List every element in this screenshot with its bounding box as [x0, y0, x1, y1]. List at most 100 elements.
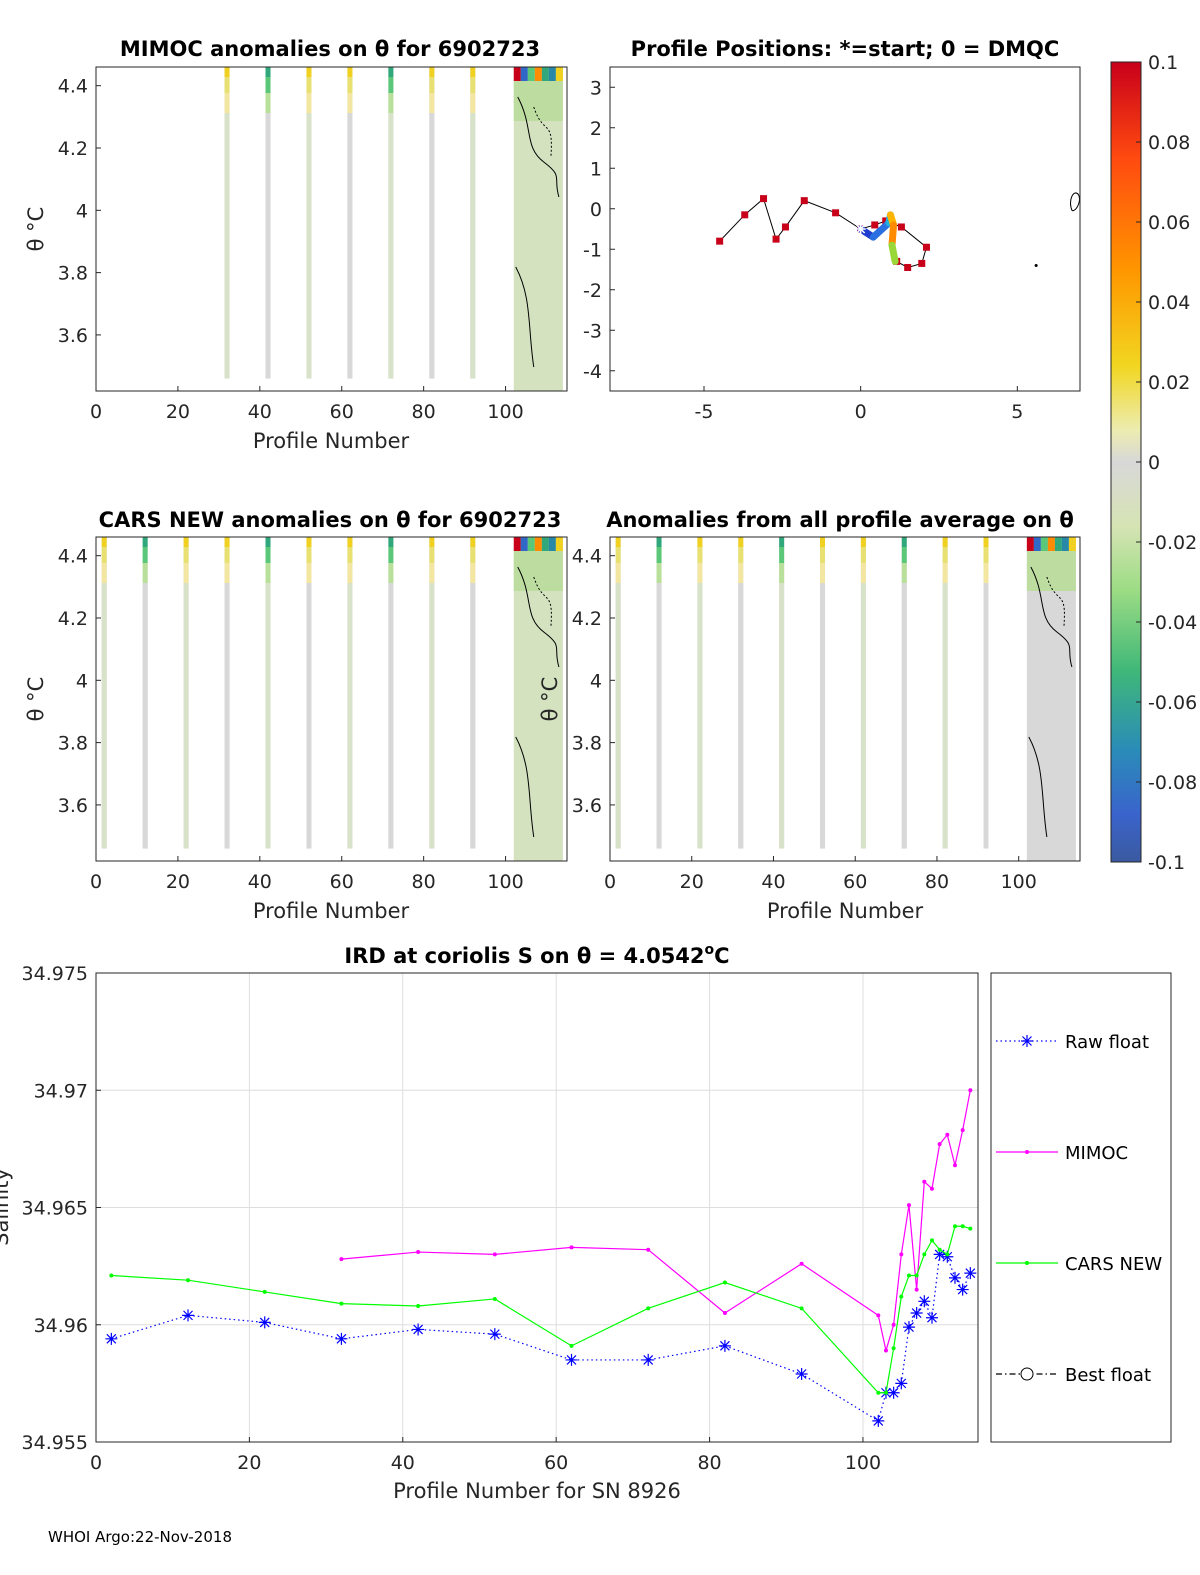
- panel-positions-axes: [609, 66, 1081, 392]
- profile-column-top: [224, 67, 230, 77]
- avg-x-tick-label: 0: [604, 871, 616, 893]
- profile-position-marker: [922, 243, 930, 251]
- raw-float-point: [412, 1323, 425, 1336]
- profile-column-cap: [224, 547, 230, 563]
- profile-column-body: [347, 113, 353, 379]
- raw-float-point: [964, 1267, 977, 1280]
- mimoc-y-tick-label: 3.8: [58, 263, 88, 285]
- ird-grid: [95, 972, 978, 1443]
- raw-float-point: [887, 1386, 900, 1399]
- raw-float-point: [795, 1367, 808, 1380]
- colorbar-tick-label: 0.06: [1148, 212, 1190, 234]
- profile-column-cap: [429, 77, 435, 93]
- panel-average-xlabel: Profile Number: [767, 899, 924, 923]
- cars-new-point: [899, 1294, 904, 1299]
- profile-column-body: [470, 113, 476, 379]
- profile-position-marker: [832, 209, 840, 217]
- raw-float-point: [105, 1332, 118, 1345]
- raw-float-point: [941, 1250, 954, 1263]
- dense-region-top-cell: [527, 537, 535, 551]
- panel-mimoc-axes: [95, 66, 568, 392]
- profile-column-cap: [656, 547, 662, 563]
- ird-x-tick-label: 100: [845, 1452, 881, 1474]
- raw-float-point: [933, 1248, 946, 1261]
- profile-column-cap: [942, 563, 948, 583]
- avg-y-tick-label: 3.6: [572, 795, 602, 817]
- raw-float-point: [918, 1295, 931, 1308]
- profile-column-cap: [942, 547, 948, 563]
- cars-new-point: [262, 1289, 267, 1294]
- legend-label: MIMOC: [1065, 1143, 1128, 1164]
- profile-column-cap: [388, 547, 394, 563]
- dense-region-top-cell: [1033, 537, 1041, 551]
- mimoc-point: [339, 1257, 344, 1262]
- panel-average-title: Anomalies from all profile average on θ: [606, 508, 1074, 532]
- contour-line-dotted: [533, 576, 552, 628]
- mimoc-point: [646, 1247, 651, 1252]
- profile-column-cap: [101, 547, 107, 563]
- series-line-mimoc: [341, 1090, 971, 1351]
- cars-y-tick-label: 4: [76, 670, 88, 692]
- colorbar: 0.1 0.08 0.06 0.04 0.02 0 -0.02 -0.04 -0.06 -0.08…: [1110, 52, 1197, 874]
- profile-column-cap: [101, 563, 107, 583]
- cars-y-tick-label: 4.4: [58, 546, 88, 568]
- profile-column-body: [306, 583, 312, 849]
- cars-x-tick-label: 80: [412, 871, 436, 893]
- profile-column-body: [429, 113, 435, 379]
- profile-column-cap: [306, 547, 312, 563]
- pos-y-tick-label: -3: [583, 320, 602, 342]
- profile-column-top: [388, 537, 394, 547]
- cars-new-point: [914, 1273, 919, 1278]
- cars-new-point: [883, 1390, 888, 1395]
- panel-mimoc-title: MIMOC anomalies on θ for 6902723: [120, 37, 540, 61]
- profile-column-cap: [388, 563, 394, 583]
- contour-line-dotted: [1046, 576, 1065, 628]
- colorbar-tick-label: -0.06: [1148, 692, 1197, 714]
- raw-float-point: [925, 1311, 938, 1324]
- profile-column-cap: [901, 547, 907, 563]
- dense-region-top-cell: [1068, 537, 1076, 551]
- profile-column-top: [388, 67, 394, 77]
- series-line-raw-float: [111, 1253, 971, 1422]
- avg-y-tick-label: 4.4: [572, 546, 602, 568]
- profile-column-top: [306, 67, 312, 77]
- profile-column-body: [901, 583, 907, 849]
- raw-float-point: [258, 1316, 271, 1329]
- profile-column-body: [306, 113, 312, 379]
- mimoc-y-tick-label: 3.6: [58, 325, 88, 347]
- pos-y-tick-label: -4: [583, 361, 602, 383]
- cars-new-point: [891, 1346, 896, 1351]
- profile-column-cap: [142, 563, 148, 583]
- mimoc-point: [883, 1348, 888, 1353]
- cars-new-point: [722, 1280, 727, 1285]
- raw-float-point: [565, 1353, 578, 1366]
- coast-dot: [1034, 263, 1038, 267]
- contour-line: [1028, 736, 1048, 838]
- panel-average-yticks: 3.6 3.8 4 4.2 4.4: [572, 546, 615, 817]
- cars-y-tick-label: 3.6: [58, 795, 88, 817]
- colorbar-tick-label: 0.04: [1148, 292, 1190, 314]
- panel-cars-ylabel: θ °C: [24, 677, 48, 722]
- profile-column-body: [429, 583, 435, 849]
- dense-region-top-cell: [555, 67, 563, 81]
- profile-column-cap: [429, 563, 435, 583]
- panel-cars: CARS NEW anomalies on θ for 6902723 0 20 4…: [24, 508, 568, 923]
- profile-column-cap: [738, 563, 744, 583]
- dense-region-top-cell: [541, 537, 549, 551]
- mimoc-point: [722, 1311, 727, 1316]
- mimoc-y-tick-label: 4.2: [58, 138, 88, 160]
- ird-x-tick-label: 60: [544, 1452, 568, 1474]
- contour-line: [517, 566, 560, 668]
- profile-column-body: [183, 583, 189, 849]
- pos-x-tick-label: 5: [1011, 401, 1023, 423]
- ird-title-main: IRD at coriolis S on θ = 4.0542: [344, 944, 704, 968]
- colorbar-tick-label: 0.08: [1148, 132, 1190, 154]
- ird-legend-box: [990, 972, 1172, 1443]
- profile-column-body: [942, 583, 948, 849]
- panel-cars-data: [101, 537, 563, 861]
- avg-x-tick-label: 80: [925, 871, 949, 893]
- profile-position-marker: [760, 195, 768, 203]
- profile-column-body: [142, 583, 148, 849]
- panel-positions-yticks: -4 -3 -2 -1 0 1 2 3: [583, 77, 615, 383]
